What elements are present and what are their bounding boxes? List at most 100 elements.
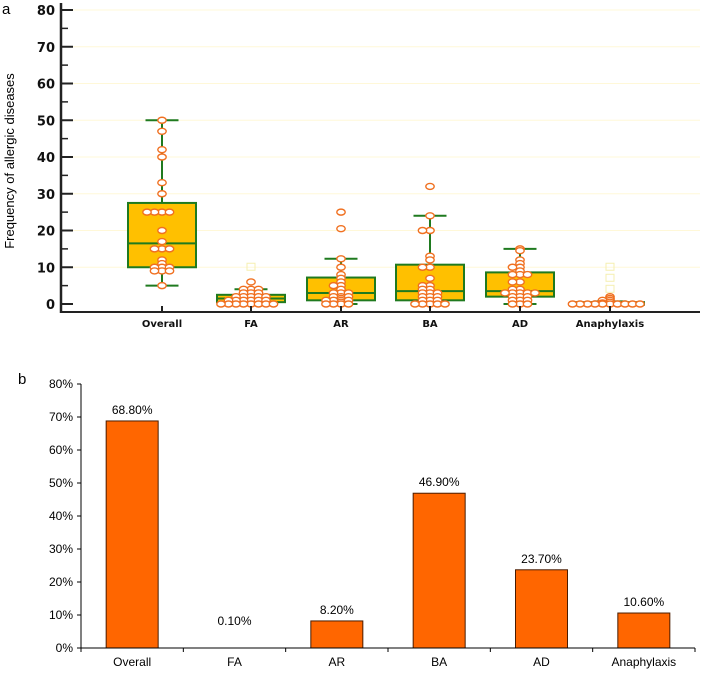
y-tick-label: 40 (37, 151, 55, 166)
data-point (440, 300, 450, 308)
data-point (507, 300, 518, 308)
data-point (157, 281, 167, 290)
panel-b-barchart: b 0% 10% 20% 30% 40% 50% 60% 70% 80% 68.80% 0.10%… (18, 371, 696, 669)
x-tick-label: AD (512, 319, 528, 330)
y-tick-label: 50 (37, 114, 55, 129)
data-point (515, 247, 525, 255)
data-point (328, 281, 339, 290)
panel-a-boxplot: a 0 10 20 30 40 50 60 70 80 Frequency of allergi… (2, 1, 700, 330)
data-point (157, 226, 167, 235)
x-tick-label: Anaphylaxis (611, 655, 676, 669)
data-point (522, 270, 533, 279)
y-tick-label: 60% (49, 443, 73, 457)
panel-a-x-axis: Overall FA AR BA AD Anaphylaxis (61, 306, 700, 330)
data-point (425, 212, 435, 220)
data-point (336, 224, 346, 233)
data-point (530, 289, 540, 297)
outlier-marker (246, 262, 256, 271)
y-tick-label: 50% (49, 476, 73, 490)
panel-b-y-axis: 0% 10% 20% 30% 40% 50% 60% 70% 80% (49, 377, 82, 655)
data-point (157, 145, 167, 154)
data-point (567, 300, 578, 308)
bar (412, 492, 466, 649)
y-tick-label: 20% (49, 575, 73, 589)
data-point (157, 127, 167, 135)
y-tick-label: 80% (49, 377, 73, 391)
y-tick-label: 60 (37, 78, 55, 93)
box-ba (395, 182, 465, 308)
outlier-marker (605, 273, 615, 282)
data-point (417, 226, 428, 235)
data-point (635, 300, 645, 308)
x-tick-label: FA (244, 319, 258, 330)
x-tick-label: AR (333, 319, 349, 330)
y-tick-label: 0 (46, 298, 55, 313)
y-tick-label: 70% (49, 410, 73, 424)
x-tick-label: AD (533, 655, 550, 669)
data-point (149, 267, 160, 275)
data-point (336, 208, 346, 216)
y-tick-label: 20 (37, 225, 55, 240)
x-tick-label: BA (422, 319, 438, 330)
data-point (343, 300, 354, 308)
y-tick-label: 10 (37, 261, 55, 276)
data-point (157, 237, 167, 246)
y-tick-label: 10% (49, 608, 73, 622)
data-point (321, 300, 331, 308)
data-point (507, 270, 518, 279)
bar-data-label: 8.20% (320, 603, 354, 617)
data-point (157, 179, 167, 187)
y-tick-label: 0% (56, 641, 74, 655)
data-point (164, 267, 175, 275)
x-tick-label: FA (227, 655, 242, 669)
data-point (500, 289, 510, 297)
panel-a-boxes (127, 116, 645, 308)
panel-b-label: b (18, 371, 26, 388)
y-tick-label: 70 (37, 41, 55, 56)
box-ad (485, 245, 555, 308)
bar (310, 620, 364, 649)
data-point (425, 274, 435, 282)
data-point (336, 263, 346, 271)
data-point (157, 116, 167, 124)
bar (617, 612, 671, 649)
data-point (149, 245, 160, 253)
data-point (216, 300, 226, 308)
data-point (425, 256, 435, 264)
data-point (336, 255, 346, 263)
data-point (507, 263, 518, 271)
box-overall (127, 116, 197, 290)
data-point (522, 300, 533, 308)
x-tick-label: Overall (142, 319, 182, 330)
panel-a-y-axis: 0 10 20 30 40 50 60 70 80 (37, 3, 73, 313)
x-tick-label: Overall (113, 655, 151, 669)
data-point (410, 300, 420, 308)
panel-a-y-axis-label: Frequency of allergic diseases (2, 73, 17, 249)
bar (105, 420, 159, 649)
bar-data-label: 46.90% (419, 475, 460, 489)
data-point (164, 208, 175, 216)
bar (515, 569, 568, 649)
box-ar (306, 208, 376, 308)
data-point (246, 278, 256, 286)
data-point (157, 153, 167, 161)
bar-data-label: 68.80% (112, 403, 153, 417)
data-point (268, 300, 279, 308)
panel-b-x-axis: Overall FA AR BA AD Anaphylaxis (80, 647, 696, 669)
box-fa (216, 262, 286, 308)
bar-data-label: 23.70% (521, 552, 562, 566)
data-point (164, 245, 175, 253)
data-point (142, 208, 152, 216)
x-tick-label: AR (328, 655, 345, 669)
outlier-marker (605, 284, 615, 293)
box-anaphylaxis (567, 262, 645, 308)
data-point (425, 182, 435, 191)
bar-data-label: 10.60% (623, 595, 664, 609)
data-point (507, 278, 518, 286)
panel-b-bars: 68.80% 0.10% 8.20% 46.90% 23.70% 10.60% (105, 403, 671, 649)
x-tick-label: BA (431, 655, 447, 669)
panel-a-label: a (2, 1, 11, 18)
y-tick-label: 40% (49, 509, 73, 523)
data-point (157, 190, 167, 198)
